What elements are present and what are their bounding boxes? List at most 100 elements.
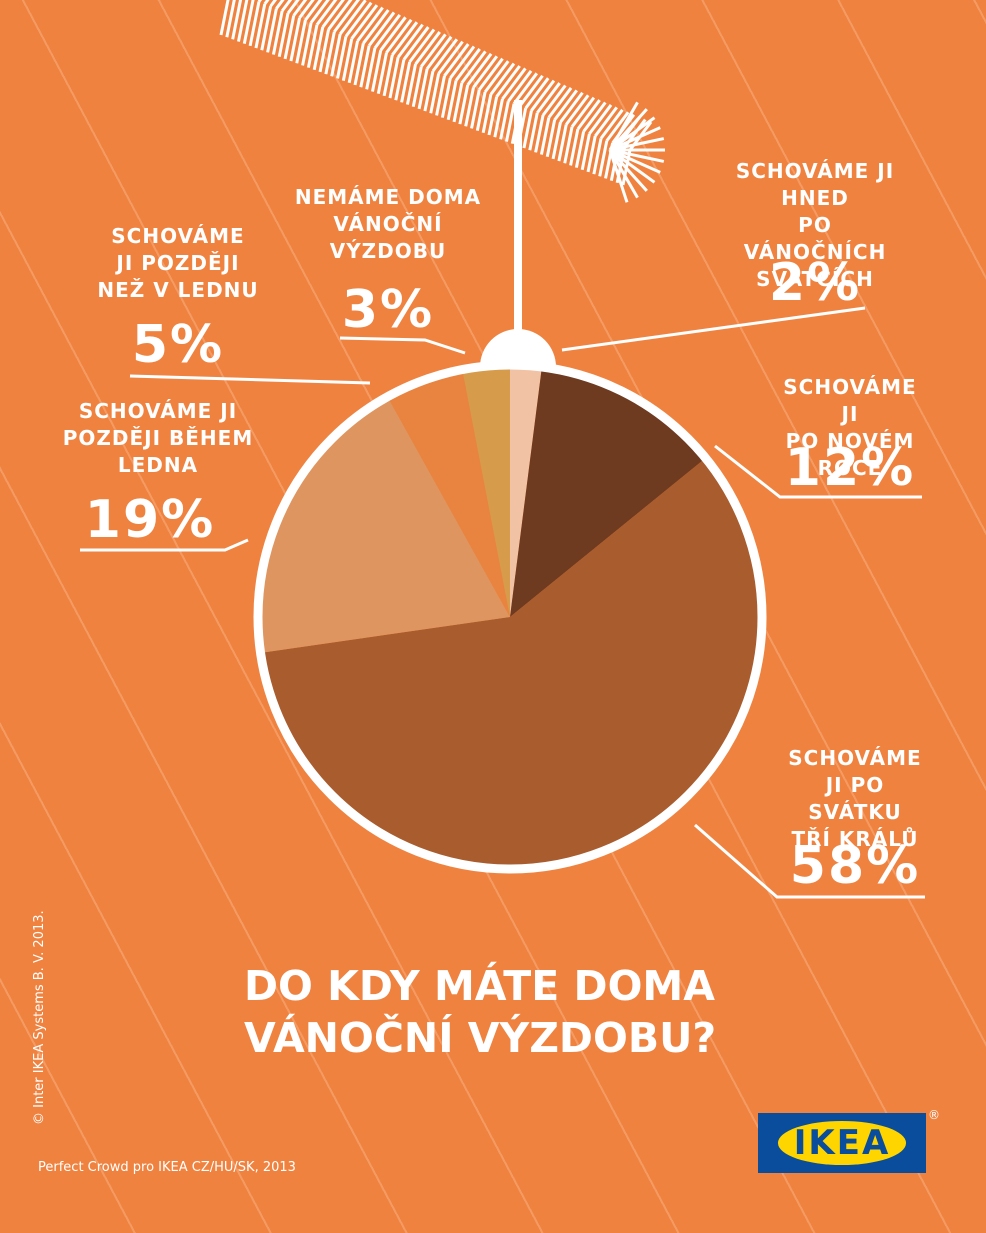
needle — [350, 4, 379, 40]
needle — [609, 137, 665, 152]
logo: IKEA — [758, 1113, 926, 1173]
needle — [505, 103, 516, 142]
needle — [598, 140, 609, 177]
needle — [608, 101, 639, 151]
needle — [269, 0, 278, 8]
pie-slice — [510, 369, 705, 617]
needle — [359, 45, 371, 88]
needle — [507, 69, 533, 103]
needle — [588, 104, 613, 135]
needle — [315, 0, 338, 26]
needle — [524, 77, 550, 110]
needle — [394, 59, 406, 101]
pie-slice — [388, 371, 510, 617]
slice-label: SCHOVÁME JI PO NOVÉM ROCE — [783, 375, 917, 480]
needle — [478, 57, 504, 91]
needle — [431, 38, 459, 73]
needle — [365, 47, 377, 90]
needle — [301, 22, 313, 66]
needle — [609, 148, 656, 184]
slice-label: NEMÁME DOMA VÁNOČNÍ VÝZDOBU — [294, 185, 482, 263]
needle — [551, 121, 562, 160]
needle — [318, 29, 331, 73]
leader-line — [694, 823, 925, 899]
needle — [425, 35, 453, 70]
needle — [609, 116, 656, 152]
needle — [376, 52, 388, 94]
ring — [253, 360, 767, 874]
needle — [292, 0, 308, 17]
needle — [608, 149, 629, 203]
needle — [528, 112, 539, 151]
logo-mark: ® — [928, 1108, 940, 1122]
needle — [379, 16, 407, 52]
needle — [286, 0, 300, 15]
needle — [608, 108, 648, 152]
needle — [541, 84, 567, 117]
needle — [391, 21, 419, 56]
needle — [283, 15, 296, 60]
logo-text: IKEA — [777, 1121, 907, 1165]
needle — [547, 87, 573, 119]
needle — [417, 68, 429, 110]
needle — [446, 80, 458, 121]
leader-line — [129, 374, 371, 385]
needle — [569, 128, 580, 166]
needle — [277, 12, 290, 58]
needle — [231, 0, 243, 40]
needle — [599, 108, 624, 140]
needle — [594, 106, 618, 137]
needle — [608, 149, 639, 199]
leaders — [80, 306, 925, 899]
needle — [327, 0, 353, 31]
pie-slice — [262, 459, 761, 868]
needle — [586, 135, 597, 173]
needle — [295, 19, 307, 64]
needle — [518, 74, 544, 107]
needle — [396, 23, 424, 59]
needle — [248, 1, 261, 47]
needle — [563, 126, 574, 164]
needle — [460, 50, 487, 84]
needle — [483, 60, 510, 93]
needle — [609, 148, 665, 163]
needle — [605, 111, 630, 142]
needle — [580, 133, 591, 171]
pie-slice — [510, 367, 542, 617]
needle — [582, 101, 607, 133]
needle — [475, 91, 487, 131]
needle — [440, 77, 452, 118]
leader-line — [714, 444, 922, 499]
needle — [298, 0, 315, 19]
pie-slice — [462, 367, 510, 617]
value-label: 5% — [131, 315, 225, 375]
pie-slice — [260, 398, 510, 653]
needle — [435, 75, 446, 116]
needle — [423, 70, 435, 112]
needle — [388, 56, 400, 99]
needle — [405, 63, 417, 105]
needle — [371, 49, 383, 92]
needle — [373, 13, 401, 49]
needle — [495, 65, 521, 98]
value-label: 19% — [84, 490, 216, 550]
needle — [321, 0, 345, 29]
needle — [306, 24, 319, 68]
needle — [385, 18, 413, 54]
needle — [522, 110, 533, 149]
needle — [333, 0, 361, 33]
needle — [539, 117, 551, 155]
needle — [271, 10, 284, 55]
needle — [470, 89, 481, 129]
needle — [565, 94, 590, 126]
needle — [400, 61, 412, 103]
copyright: © Inter IKEA Systems B. V. 2013. — [32, 910, 47, 1125]
needle — [464, 87, 475, 127]
needle — [414, 31, 441, 66]
value-label: 2% — [768, 253, 862, 313]
needle — [219, 0, 230, 36]
needle — [237, 0, 249, 42]
needle — [443, 43, 470, 77]
